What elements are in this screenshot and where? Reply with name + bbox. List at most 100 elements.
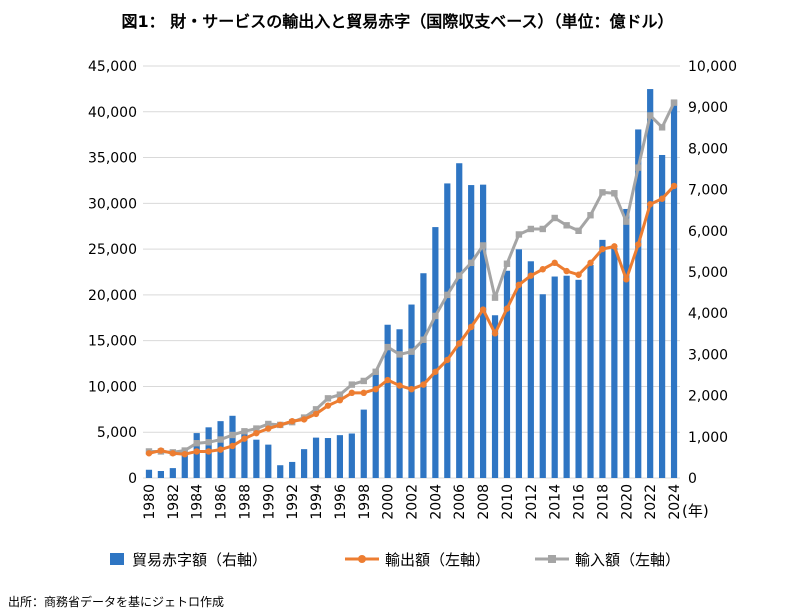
deficit-bars [145, 89, 678, 479]
import-point [181, 447, 188, 454]
deficit-bar [253, 439, 260, 478]
right-tick-label: 4,000 [688, 306, 728, 322]
x-tick-label: 2018 [595, 484, 611, 520]
export-point [623, 276, 630, 283]
export-point [539, 266, 546, 273]
export-point [611, 243, 618, 250]
deficit-bar [670, 99, 678, 478]
export-point [444, 356, 451, 364]
deficit-bar [563, 275, 570, 478]
deficit-bar [587, 264, 594, 478]
left-tick-label: 40,000 [88, 105, 137, 121]
import-point [336, 391, 344, 398]
export-point [479, 306, 487, 313]
import-point [658, 124, 666, 131]
import-point [420, 336, 427, 343]
import-point [217, 436, 224, 443]
deficit-bar [527, 261, 534, 478]
x-tick-label: 1982 [166, 484, 182, 520]
deficit-bar [432, 227, 439, 478]
x-tick-label: 2002 [405, 484, 421, 520]
export-point [277, 421, 284, 429]
right-tick-label: 9,000 [688, 100, 728, 116]
export-point [181, 450, 188, 458]
deficit-bar [658, 154, 666, 478]
left-tick-label: 35,000 [88, 151, 137, 167]
legend-export-marker [358, 555, 366, 563]
import-point [551, 214, 558, 222]
import-point [623, 218, 630, 225]
import-point [635, 164, 642, 171]
import-point [670, 99, 678, 106]
deficit-bar [384, 324, 391, 478]
legend-bar-label: 貿易赤字額（右軸） [132, 551, 267, 569]
import-point [539, 225, 546, 233]
export-point [265, 425, 272, 432]
export-point [527, 272, 535, 279]
export-point [336, 396, 344, 404]
deficit-bar [551, 276, 558, 478]
x-tick-label: 1986 [214, 484, 230, 520]
deficit-bar [491, 315, 499, 478]
export-point [145, 450, 153, 457]
deficit-bar [635, 129, 642, 478]
deficit-bar [145, 469, 153, 478]
x-tick-label: 1990 [261, 484, 277, 520]
export-point [456, 340, 463, 347]
legend-bar-swatch [110, 553, 124, 565]
export-point [551, 259, 558, 267]
deficit-bar [300, 449, 308, 478]
deficit-bar [479, 184, 487, 478]
x-tick-label: 2016 [572, 484, 588, 520]
import-point [575, 227, 582, 234]
import-point [396, 351, 403, 358]
deficit-bar [265, 444, 272, 478]
x-tick-label: 2014 [548, 484, 564, 520]
import-point [444, 291, 451, 299]
export-point [432, 368, 439, 375]
export-point [169, 450, 177, 457]
deficit-bar [515, 249, 523, 478]
import-point [312, 406, 320, 413]
deficit-bar [157, 470, 165, 478]
import-point [456, 272, 463, 279]
legend-import-label: 輸入額（左軸） [575, 551, 680, 569]
export-point [384, 376, 391, 384]
right-tick-label: 1,000 [688, 430, 728, 446]
deficit-bar [599, 239, 606, 478]
left-tick-label: 0 [128, 471, 137, 487]
import-point [587, 212, 594, 219]
import-point [372, 368, 379, 375]
right-tick-label: 7,000 [688, 183, 728, 199]
right-tick-label: 6,000 [688, 224, 728, 240]
deficit-bar [289, 461, 296, 478]
import-point [491, 294, 499, 301]
deficit-bar [336, 435, 344, 478]
x-axis-ticks: 1980 1982 1984 1986 1988 1990 1992 1994 1996 1998… [142, 484, 709, 520]
deficit-bar [372, 370, 379, 478]
export-point [372, 385, 379, 393]
x-unit-label: (年) [682, 502, 709, 520]
export-point [360, 389, 367, 397]
deficit-bar [611, 248, 618, 478]
export-point [467, 323, 475, 331]
import-point [611, 190, 618, 197]
import-point [348, 381, 356, 388]
import-point [503, 260, 511, 267]
left-axis-ticks: 0 5,000 10,000 15,000 20,000 25,000 30,000 35,0… [88, 59, 137, 487]
x-tick-label: 2010 [500, 484, 516, 520]
deficit-bar [241, 431, 248, 478]
deficit-bar [456, 163, 463, 478]
x-tick-label: 2024 [667, 484, 683, 520]
line-series [145, 99, 678, 458]
export-point [241, 435, 248, 442]
chart-panel: 0 5,000 10,000 15,000 20,000 25,000 30,000 35,0… [40, 40, 765, 590]
source-note: 出所：商務省データを基にジェトロ作成 [8, 595, 225, 609]
deficit-bar [360, 409, 367, 478]
export-point [587, 259, 594, 267]
import-point [527, 225, 535, 233]
import-point [432, 312, 439, 320]
x-tick-label: 1988 [237, 484, 253, 520]
export-point [599, 245, 606, 253]
import-point [479, 242, 487, 249]
